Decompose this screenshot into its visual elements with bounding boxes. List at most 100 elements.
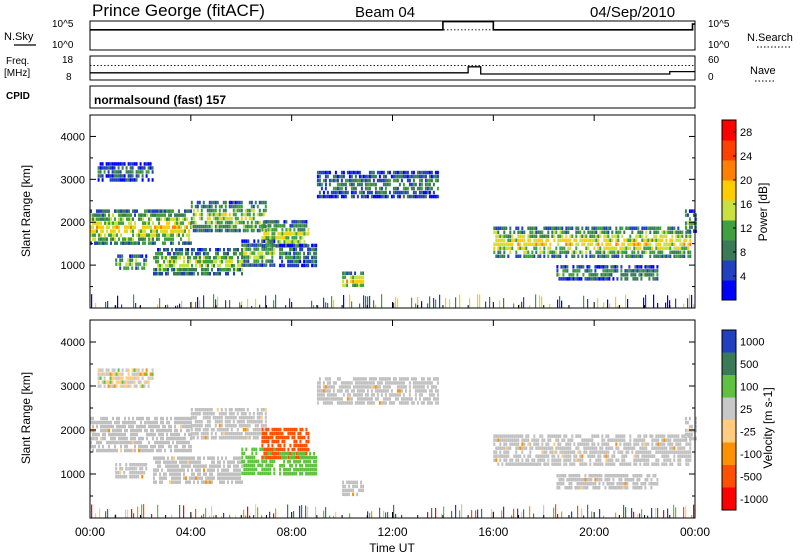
scatter-cell	[271, 240, 274, 244]
scatter-cell	[547, 454, 550, 458]
scatter-cell	[626, 269, 629, 273]
scatter-cell	[623, 434, 626, 438]
scatter-cell	[247, 467, 250, 472]
scatter-cell	[598, 474, 601, 478]
scatter-cell	[344, 488, 347, 493]
scatter-cell	[656, 273, 659, 277]
scatter-cell	[135, 368, 138, 372]
scatter-cell	[382, 194, 385, 199]
scatter-cell	[547, 226, 550, 230]
scatter-cell	[687, 242, 690, 246]
scatter-cell	[617, 242, 620, 246]
scatter-cell	[537, 442, 540, 446]
scatter-cell	[251, 467, 254, 472]
scatter-cell	[679, 462, 682, 466]
scatter-cell	[533, 242, 536, 246]
scatter-cell	[241, 451, 244, 456]
scatter-cell	[420, 381, 423, 385]
scatter-cell	[129, 170, 132, 174]
scatter-cell	[505, 438, 508, 442]
scatter-cell	[565, 458, 568, 462]
scatter-cell	[246, 408, 249, 412]
scatter-cell	[287, 452, 290, 456]
scatter-cell	[612, 265, 615, 269]
scatter-cell	[607, 238, 610, 242]
scatter-cell	[230, 428, 233, 432]
scatter-cell	[131, 166, 134, 170]
scatter-cell	[493, 458, 496, 462]
scatter-cell	[374, 377, 377, 381]
scatter-cell	[221, 268, 223, 272]
scatter-cell	[261, 447, 264, 452]
near-range-clutter	[179, 303, 181, 308]
scatter-cell	[641, 230, 644, 234]
scatter-cell	[163, 256, 165, 260]
scatter-cell	[416, 186, 419, 191]
scatter-cell	[196, 200, 199, 205]
scatter-cell	[229, 248, 231, 252]
scatter-cell	[558, 277, 561, 281]
scatter-cell	[643, 462, 646, 466]
scatter-cell	[628, 265, 631, 269]
scatter-cell	[307, 447, 310, 452]
scatter-cell	[195, 252, 197, 256]
scatter-cell	[566, 265, 569, 269]
scatter-cell	[122, 209, 124, 213]
scatter-cell	[180, 440, 182, 445]
scatter-cell	[293, 240, 296, 244]
scatter-cell	[513, 462, 516, 466]
scatter-cell	[283, 220, 286, 224]
scatter-cell	[656, 269, 659, 273]
scatter-cell	[241, 260, 243, 264]
near-range-clutter	[503, 506, 505, 518]
scatter-cell	[228, 412, 231, 416]
scatter-cell	[597, 226, 600, 230]
scatter-cell	[354, 271, 357, 275]
near-range-clutter	[211, 506, 213, 518]
scatter-cell	[188, 416, 190, 421]
scatter-cell	[543, 450, 546, 454]
scatter-cell	[125, 376, 128, 380]
scatter-cell	[289, 243, 292, 248]
scatter-cell	[493, 246, 496, 250]
scatter-cell	[398, 174, 401, 179]
scatter-cell	[626, 482, 629, 486]
scatter-cell	[645, 462, 648, 466]
scatter-cell	[661, 462, 664, 466]
scatter-cell	[352, 480, 355, 485]
scatter-cell	[229, 476, 231, 480]
scatter-cell	[336, 182, 339, 187]
scatter-cell	[154, 233, 156, 237]
scatter-cell	[348, 170, 351, 175]
scatter-cell	[167, 468, 169, 472]
scatter-cell	[155, 480, 157, 484]
scatter-cell	[634, 265, 637, 269]
scatter-cell	[626, 486, 629, 490]
scatter-cell	[380, 190, 383, 195]
scatter-cell	[219, 476, 221, 480]
scatter-cell	[232, 412, 235, 416]
near-range-clutter	[433, 298, 435, 308]
scatter-cell	[236, 216, 239, 221]
scatter-cell	[143, 463, 146, 467]
scatter-cell	[299, 243, 302, 248]
scatter-cell	[430, 174, 433, 179]
scatter-cell	[579, 230, 582, 234]
scatter-cell	[392, 170, 395, 175]
scatter-cell	[313, 251, 316, 256]
scatter-cell	[223, 252, 225, 256]
near-range-clutter	[151, 514, 153, 518]
scatter-cell	[100, 440, 102, 445]
scatter-cell	[183, 472, 185, 476]
scatter-cell	[240, 212, 243, 217]
scatter-cell	[135, 174, 138, 178]
scatter-cell	[246, 436, 249, 440]
scatter-cell	[234, 408, 237, 412]
near-range-clutter	[127, 509, 129, 518]
scatter-cell	[102, 229, 104, 233]
scatter-cell	[547, 438, 550, 442]
scatter-cell	[171, 268, 173, 272]
scatter-cell	[177, 468, 179, 472]
scatter-cell	[258, 220, 261, 225]
scatter-cell	[236, 408, 239, 412]
